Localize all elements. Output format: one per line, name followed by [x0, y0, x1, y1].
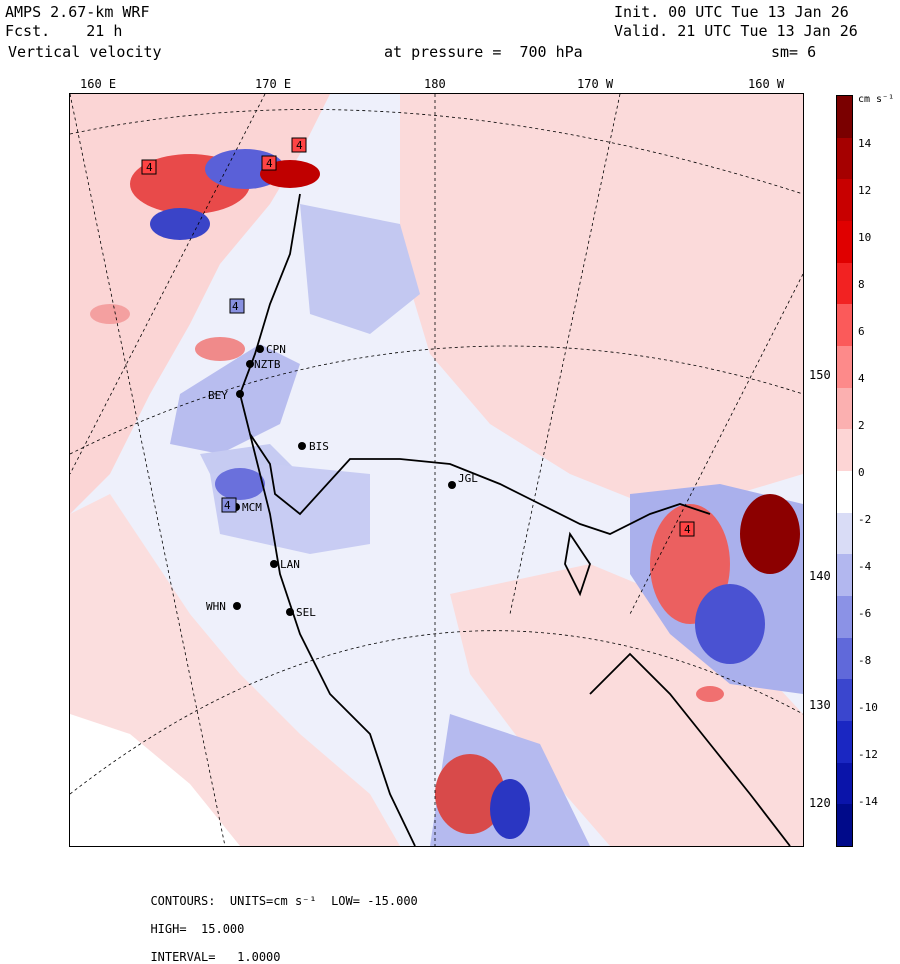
colorbar-tick-label: -6 [858, 607, 872, 620]
colorbar-tick-label: 14 [858, 137, 872, 150]
lon-label-170w: 170 W [577, 77, 614, 91]
colorbar-tick-label: -8 [858, 654, 872, 667]
colorbar-segment [837, 429, 852, 472]
colorbar-segment [837, 346, 852, 389]
station-bis: BIS [309, 440, 329, 453]
station-markers [232, 345, 456, 616]
station-nztb: NZTB [254, 358, 281, 371]
lon-label-170e: 170 E [255, 77, 292, 91]
strong-cores [90, 149, 800, 839]
contour-high: HIGH= 15.000 [150, 922, 245, 936]
colorbar-segment [837, 221, 852, 264]
colorbar-tick-label: 10 [858, 231, 872, 244]
extremum-label: 4 [146, 161, 153, 174]
colorbar-tick-label: 6 [858, 325, 865, 338]
valid-time: Valid. 21 UTC Tue 13 Jan 26 [614, 22, 858, 40]
colorbar-segment [837, 471, 852, 514]
colorbar-segment [837, 262, 852, 305]
station-mcm: MCM [242, 501, 262, 514]
colorbar-segment [837, 387, 852, 430]
contour-units-low: CONTOURS: UNITS=cm s⁻¹ LOW= -15.000 [150, 894, 418, 908]
colorbar-tick-label: 4 [858, 372, 865, 385]
colorbar-segment [837, 804, 852, 847]
station-jgl: JGL [458, 472, 478, 485]
station-lan: LAN [280, 558, 300, 571]
station-labels: CPN NZTB BEY BIS JGL MCM LAN WHN SEL [206, 343, 478, 619]
extremum-label: 4 [266, 157, 273, 170]
colorbar-segment [837, 96, 852, 139]
extremum-label: 4 [224, 499, 231, 512]
colorbar-tick-label: -12 [858, 748, 878, 761]
smoothing: sm= 6 [771, 43, 817, 61]
colorbar-segment [837, 596, 852, 639]
extremum-label: 4 [684, 523, 691, 536]
colorbar-tick-label: -10 [858, 701, 878, 714]
extremum-label: 4 [232, 300, 239, 313]
colorbar-tick-label: 0 [858, 466, 865, 479]
colorbar-tick-label: 2 [858, 419, 865, 432]
coastline [239, 193, 791, 846]
colorbar-tick-label: 12 [858, 184, 872, 197]
colorbar-units: cm s⁻¹ [858, 94, 895, 105]
contour-interval: INTERVAL= 1.0000 [150, 950, 281, 964]
colorbar [836, 95, 853, 847]
contour-info: CONTOURS: UNITS=cm s⁻¹ LOW= -15.000 HIGH… [136, 880, 418, 964]
pressure-level: at pressure = 700 hPa [384, 43, 583, 61]
map-canvas: CPN NZTB BEY BIS JGL MCM LAN WHN SEL 4 4… [70, 94, 803, 846]
colorbar-tick-label: -14 [858, 795, 878, 808]
model-title: AMPS 2.67-km WRF [5, 3, 150, 21]
extrema-markers: 4 4 4 4 4 4 [141, 137, 695, 537]
map-panel: CPN NZTB BEY BIS JGL MCM LAN WHN SEL 4 4… [69, 93, 804, 847]
colorbar-segment [837, 137, 852, 180]
station-whn: WHN [206, 600, 226, 613]
colorbar-segment [837, 637, 852, 680]
extremum-label: 4 [296, 139, 303, 152]
colorbar-segment [837, 554, 852, 597]
graticule [70, 94, 803, 846]
colorbar-segment [837, 179, 852, 222]
station-sel: SEL [296, 606, 316, 619]
lon-label-160w: 160 W [748, 77, 785, 91]
colorbar-segment [837, 679, 852, 722]
colorbar-tick-label: -2 [858, 513, 872, 526]
colorbar-segment [837, 721, 852, 764]
colorbar-tick-label: -4 [858, 560, 872, 573]
colorbar-segment [837, 304, 852, 347]
colorbar-segment [837, 512, 852, 555]
variable-name: Vertical velocity [8, 43, 162, 61]
station-bey: BEY [208, 389, 228, 402]
lon-label-160e: 160 E [80, 77, 117, 91]
colorbar-segment [837, 762, 852, 805]
lon-label-180: 180 [424, 77, 446, 91]
init-time: Init. 00 UTC Tue 13 Jan 26 [614, 3, 849, 21]
forecast-hour: Fcst. 21 h [5, 22, 123, 40]
colorbar-tick-label: 8 [858, 278, 865, 291]
station-cpn: CPN [266, 343, 286, 356]
